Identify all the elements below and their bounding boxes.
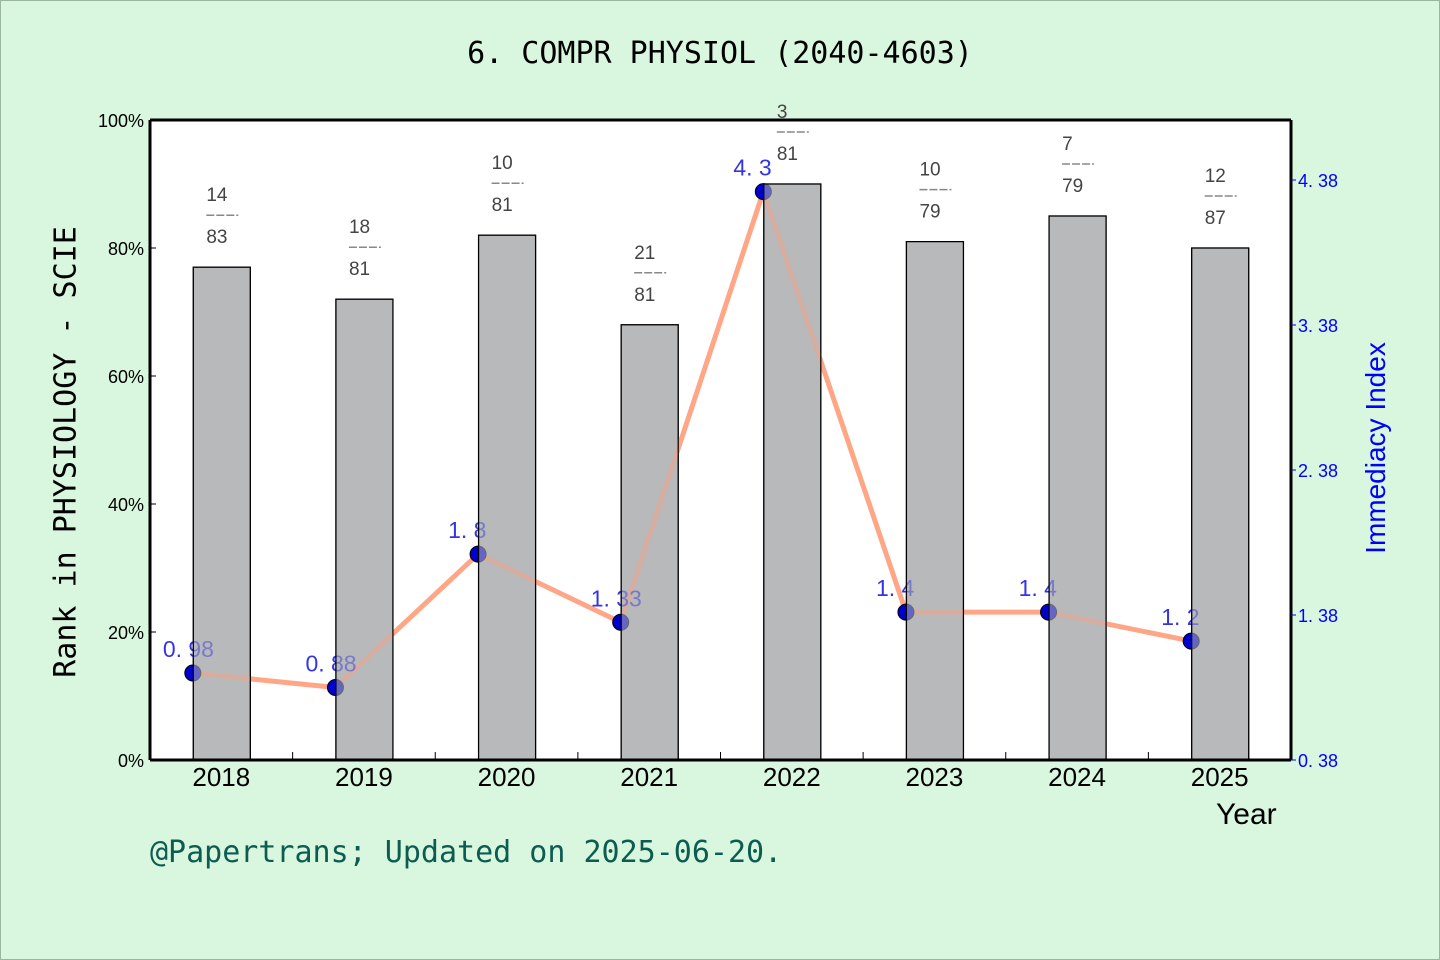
- rank-numerator: 21: [634, 243, 655, 264]
- left-tick-label: 100%: [98, 111, 144, 131]
- rank-numerator: 7: [1062, 134, 1073, 155]
- left-tick-label: 40%: [108, 495, 144, 515]
- rank-denominator: 81: [349, 259, 370, 280]
- x-tick-label: 2021: [620, 762, 678, 792]
- left-axis-label: Rank in PHYSIOLOGY - SCIE: [48, 226, 84, 678]
- right-tick-label: 3. 38: [1298, 316, 1338, 336]
- x-tick-label: 2023: [906, 762, 964, 792]
- rank-numerator: 14: [206, 185, 228, 206]
- x-tick-label: 2019: [335, 762, 393, 792]
- x-axis-label: Year: [1216, 798, 1277, 831]
- rank-denominator: 83: [206, 227, 227, 248]
- rank-numerator: 10: [919, 160, 940, 181]
- x-tick-label: 2018: [192, 762, 250, 792]
- right-tick-label: 1. 38: [1298, 606, 1338, 626]
- rank-denominator: 81: [634, 285, 655, 306]
- rank-numerator: 3: [777, 102, 788, 123]
- footer-credit: @Papertrans; Updated on 2025-06-20.: [150, 835, 783, 870]
- left-tick-label: 80%: [108, 239, 144, 259]
- right-tick-label: 0. 38: [1298, 751, 1338, 771]
- immediacy-value-label: 4. 3: [733, 155, 771, 181]
- rank-denominator: 79: [1062, 176, 1083, 197]
- x-tick-label: 2025: [1191, 762, 1249, 792]
- rank-numerator: 12: [1205, 166, 1226, 187]
- x-tick-label: 2024: [1048, 762, 1106, 792]
- rank-denominator: 81: [777, 144, 798, 165]
- rank-denominator: 79: [919, 202, 940, 223]
- x-tick-label: 2020: [478, 762, 536, 792]
- left-tick-label: 60%: [108, 367, 144, 387]
- right-axis-label: Immediacy Index: [1360, 342, 1391, 554]
- left-tick-label: 0%: [118, 751, 144, 771]
- chart-title: 6. COMPR PHYSIOL (2040-4603): [467, 36, 973, 71]
- right-tick-label: 2. 38: [1298, 461, 1338, 481]
- left-tick-label: 20%: [108, 623, 144, 643]
- rank-denominator: 87: [1205, 208, 1226, 229]
- rank-numerator: 10: [492, 153, 513, 174]
- rank-denominator: 81: [492, 195, 513, 216]
- rank-numerator: 18: [349, 217, 370, 238]
- right-tick-label: 4. 38: [1298, 171, 1338, 191]
- x-tick-label: 2022: [763, 762, 821, 792]
